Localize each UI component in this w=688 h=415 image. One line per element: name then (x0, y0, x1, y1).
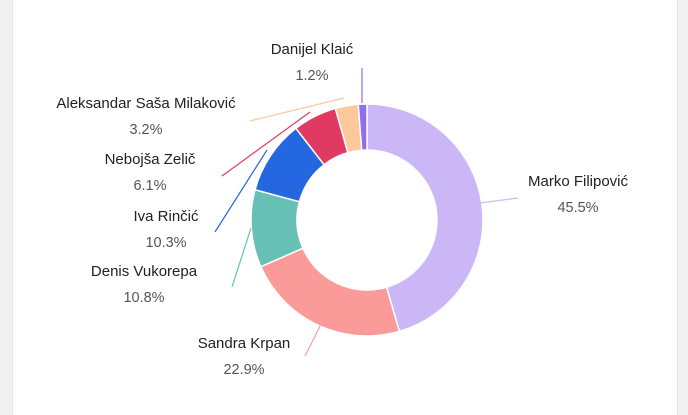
slice-0[interactable] (366, 103, 484, 333)
slice-label-name-2: Denis Vukorepa (91, 263, 198, 280)
slice-label-percent-2: 10.8% (123, 290, 164, 306)
slice-label-name-4: Nebojša Zelič (105, 151, 196, 168)
slice-label-name-1: Sandra Krpan (198, 335, 291, 352)
slice-label-name-3: Iva Rinčić (133, 208, 199, 225)
leader-line-5 (249, 97, 345, 122)
slice-label-name-5: Aleksandar Saša Milaković (56, 95, 236, 112)
slice-label-percent-6: 1.2% (295, 68, 328, 84)
leader-line-2 (231, 227, 252, 288)
slice-label-percent-0: 45.5% (557, 200, 598, 216)
slice-label-name-0: Marko Filipović (528, 173, 629, 190)
leader-line-3 (214, 149, 268, 233)
slice-label-percent-1: 22.9% (223, 362, 264, 378)
slice-label-percent-5: 3.2% (129, 122, 162, 138)
leader-lines (214, 68, 519, 357)
slice-label-name-6: Danijel Klaić (271, 41, 354, 58)
donut-slices (250, 103, 484, 337)
chart-card (12, 0, 678, 415)
slice-label-percent-4: 6.1% (133, 178, 166, 194)
slice-labels: Marko Filipović 45.5% Sandra Krpan 22.9% Den… (56, 41, 628, 378)
slice-6[interactable] (357, 103, 368, 152)
leader-line-0 (479, 197, 519, 204)
leader-line-4 (221, 111, 311, 177)
slice-1[interactable] (259, 247, 401, 337)
leader-line-1 (304, 321, 323, 357)
slice-label-percent-3: 10.3% (145, 235, 186, 251)
